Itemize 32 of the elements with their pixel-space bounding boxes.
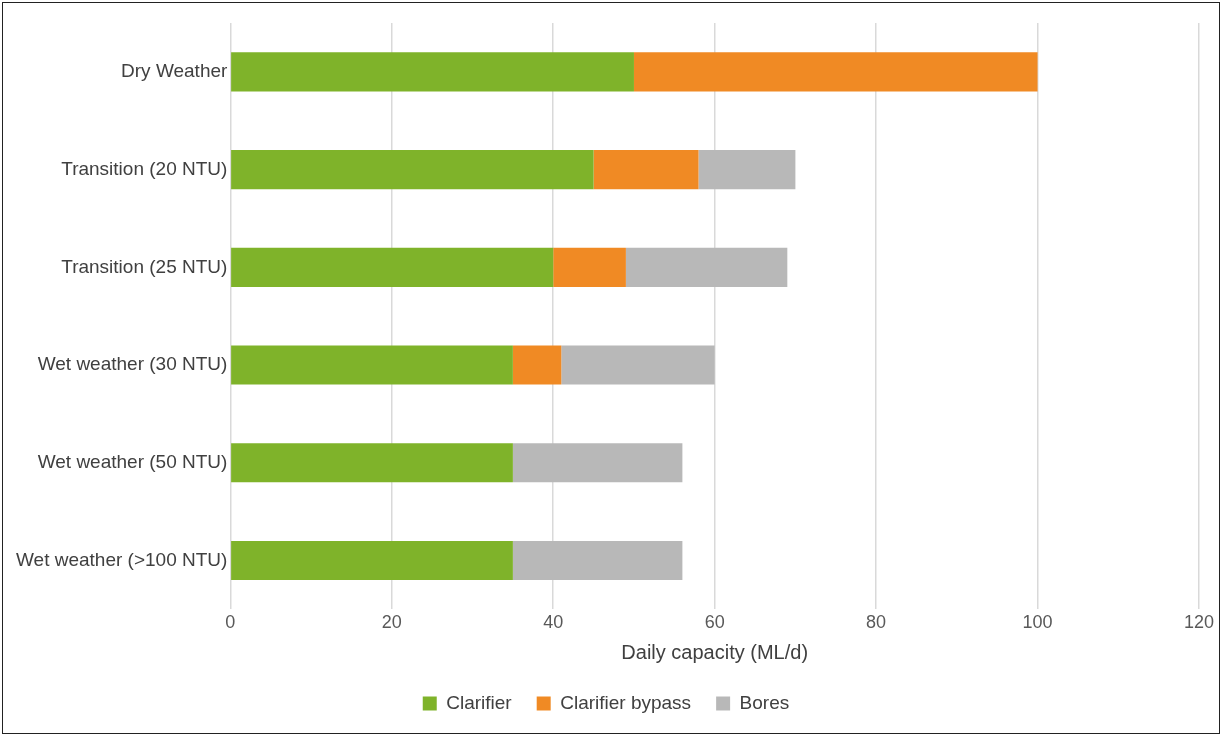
- bar: [231, 345, 513, 385]
- x-tick-label: 100: [1022, 612, 1053, 633]
- bar: [512, 443, 683, 483]
- legend-label: Bores: [739, 691, 790, 713]
- bar: [231, 443, 513, 483]
- bar: [231, 247, 554, 287]
- bar: [698, 150, 796, 190]
- bar: [593, 150, 699, 190]
- bar: [512, 345, 562, 385]
- x-tick-label: 60: [704, 612, 725, 633]
- x-axis-title: Daily capacity (ML/d): [621, 640, 809, 663]
- y-tick-label: Wet weather (30 NTU): [37, 353, 228, 375]
- bar: [512, 540, 683, 581]
- y-tick-label: Transition (25 NTU): [61, 255, 228, 277]
- legend-label: Clarifier: [446, 691, 513, 713]
- x-tick-label: 80: [866, 612, 887, 633]
- y-tick-label: Wet weather (50 NTU): [37, 451, 228, 473]
- x-tick-label: 40: [543, 612, 564, 633]
- legend-label: Clarifier bypass: [560, 691, 692, 713]
- bar: [231, 52, 634, 92]
- bar: [231, 540, 513, 581]
- y-tick-label: Transition (20 NTU): [61, 157, 228, 179]
- y-tick-label: Dry Weather: [121, 60, 229, 82]
- y-tick-label: Wet weather (>100 NTU): [15, 548, 228, 570]
- x-tick-label: 20: [381, 612, 402, 633]
- x-tick-label: 120: [1183, 612, 1215, 633]
- bar: [625, 247, 788, 287]
- bar: [231, 150, 594, 190]
- x-tick-label: 0: [225, 612, 236, 633]
- bar: [553, 247, 626, 287]
- bar: [561, 345, 715, 385]
- bar: [633, 52, 1038, 92]
